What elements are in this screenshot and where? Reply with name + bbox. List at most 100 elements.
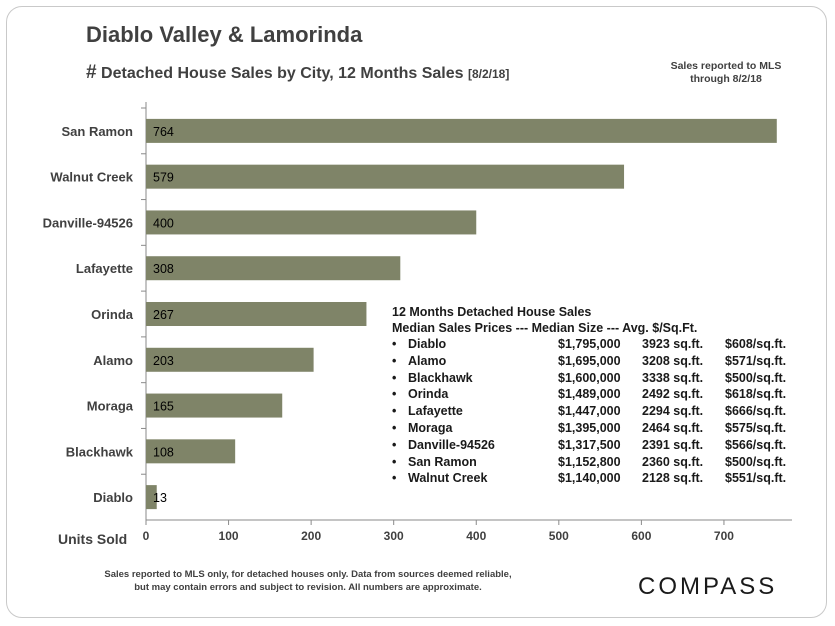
price-per-sqft: $500/sq.ft. — [725, 370, 787, 385]
bar-walnut-creek — [146, 164, 625, 189]
city: Lafayette — [408, 404, 463, 419]
table-rows: • Diablo $1,795,000 3923 sq.ft. $608/sq.ft. •… — [392, 336, 795, 487]
category-label: Danville-94526 — [43, 215, 133, 230]
price-per-sqft: $551/sq.ft. — [725, 471, 787, 486]
data-label: 203 — [153, 354, 174, 368]
city: Walnut Creek — [408, 471, 488, 486]
data-label: 267 — [153, 308, 174, 322]
data-label: 764 — [153, 125, 174, 139]
bullet: • — [392, 404, 397, 419]
median-price: $1,140,000 — [558, 471, 621, 486]
table-row: • Alamo $1,695,000 3208 sq.ft. $571/sq.ft. — [392, 353, 795, 370]
sales-note: Sales reported to MLS through 8/2/18 — [670, 60, 782, 85]
bullet: • — [392, 337, 397, 351]
bar-danville-94526 — [146, 210, 477, 235]
x-tick-label: 300 — [384, 529, 404, 543]
price-per-sqft: $571/sq.ft. — [725, 353, 787, 368]
subtitle-text: Detached House Sales by City, 12 Months … — [101, 65, 464, 82]
chart-title: Diablo Valley & Lamorinda — [86, 22, 363, 47]
chart-subtitle: # Detached House Sales by City, 12 Month… — [86, 62, 509, 84]
city: San Ramon — [408, 454, 477, 469]
category-label: Moraga — [87, 399, 134, 414]
bar-lafayette — [146, 256, 401, 281]
price-per-sqft: $500/sq.ft. — [725, 454, 787, 469]
median-price: $1,489,000 — [558, 387, 621, 402]
city: Blackhawk — [408, 370, 473, 385]
category-label: Diablo — [93, 490, 133, 505]
price-per-sqft: $608/sq.ft. — [725, 337, 787, 351]
city: Danville-94526 — [408, 437, 495, 452]
median-price: $1,600,000 — [558, 370, 621, 385]
disclaimer: Sales reported to MLS only, for detached… — [98, 568, 518, 594]
data-label: 400 — [153, 216, 174, 230]
median-price: $1,152,800 — [558, 454, 621, 469]
city: Moraga — [408, 420, 453, 435]
bar-diablo — [146, 485, 157, 510]
bullet: • — [392, 387, 397, 402]
table-row: • Moraga $1,395,000 2464 sq.ft. $575/sq.ft. — [392, 420, 795, 437]
table-row: • Walnut Creek $1,140,000 2128 sq.ft. $551/s… — [392, 470, 795, 487]
data-label: 108 — [153, 445, 174, 459]
data-label: 165 — [153, 400, 174, 414]
price-per-sqft: $566/sq.ft. — [725, 437, 787, 452]
x-tick-label: 500 — [549, 529, 569, 543]
bar-orinda — [146, 302, 367, 326]
median-size: 2128 sq.ft. — [642, 471, 704, 486]
median-size: 2492 sq.ft. — [642, 387, 704, 402]
median-size: 2464 sq.ft. — [642, 420, 704, 435]
median-price: $1,447,000 — [558, 404, 621, 419]
x-tick-label: 200 — [301, 529, 321, 543]
city: Alamo — [408, 353, 447, 368]
median-price: $1,795,000 — [558, 337, 621, 351]
median-size: 2360 sq.ft. — [642, 454, 704, 469]
x-tick-label: 100 — [219, 529, 239, 543]
data-label: 308 — [153, 262, 174, 276]
data-label: 13 — [153, 491, 167, 505]
city: Orinda — [408, 387, 449, 402]
compass-logo: COMPASS — [638, 573, 778, 600]
bullet: • — [392, 471, 397, 486]
table-row: • Orinda $1,489,000 2492 sq.ft. $618/sq.ft. — [392, 386, 795, 403]
x-tick-label: 0 — [143, 529, 150, 543]
bullet: • — [392, 437, 397, 452]
bar-san-ramon — [146, 118, 777, 143]
median-size: 2294 sq.ft. — [642, 404, 704, 419]
category-label: Blackhawk — [66, 444, 134, 459]
sales-table: 12 Months Detached House Sales Median Sa… — [392, 305, 795, 487]
table-row: • Blackhawk $1,600,000 3338 sq.ft. $500/sq.f… — [392, 370, 795, 387]
bullet: • — [392, 370, 397, 385]
table-row: • Diablo $1,795,000 3923 sq.ft. $608/sq.ft. — [392, 336, 795, 353]
data-label: 579 — [153, 171, 174, 185]
bullet: • — [392, 454, 397, 469]
x-axis-label: Units Sold — [58, 531, 128, 547]
bullet: • — [392, 420, 397, 435]
median-size: 3338 sq.ft. — [642, 370, 704, 385]
category-label: Orinda — [91, 307, 134, 322]
bar-alamo — [146, 347, 314, 372]
median-size: 3923 sq.ft. — [642, 337, 704, 351]
median-size: 2391 sq.ft. — [642, 437, 704, 452]
bar-moraga — [146, 393, 283, 418]
median-price: $1,695,000 — [558, 353, 621, 368]
median-price: $1,317,500 — [558, 437, 621, 452]
x-tick-label: 400 — [466, 529, 486, 543]
category-label: Walnut Creek — [50, 170, 133, 185]
subtitle-hash: # — [86, 62, 97, 83]
table-row: • San Ramon $1,152,800 2360 sq.ft. $500/sq.f… — [392, 454, 795, 471]
median-size: 3208 sq.ft. — [642, 353, 704, 368]
bar-blackhawk — [146, 439, 236, 464]
median-price: $1,395,000 — [558, 420, 621, 435]
bullet: • — [392, 353, 397, 368]
table-header: Median Sales Prices --- Median Size --- … — [392, 321, 698, 335]
disclaimer-line-2: but may contain errors and subject to re… — [134, 582, 482, 593]
category-label: San Ramon — [61, 124, 133, 139]
table-row: • Lafayette $1,447,000 2294 sq.ft. $666/sq.f… — [392, 403, 795, 420]
category-label: Alamo — [93, 353, 133, 368]
price-per-sqft: $618/sq.ft. — [725, 387, 787, 402]
table-title: 12 Months Detached House Sales — [392, 305, 592, 319]
category-label: Lafayette — [76, 261, 133, 276]
price-per-sqft: $575/sq.ft. — [725, 420, 787, 435]
x-tick-label: 700 — [714, 529, 734, 543]
disclaimer-line-1: Sales reported to MLS only, for detached… — [104, 569, 512, 580]
